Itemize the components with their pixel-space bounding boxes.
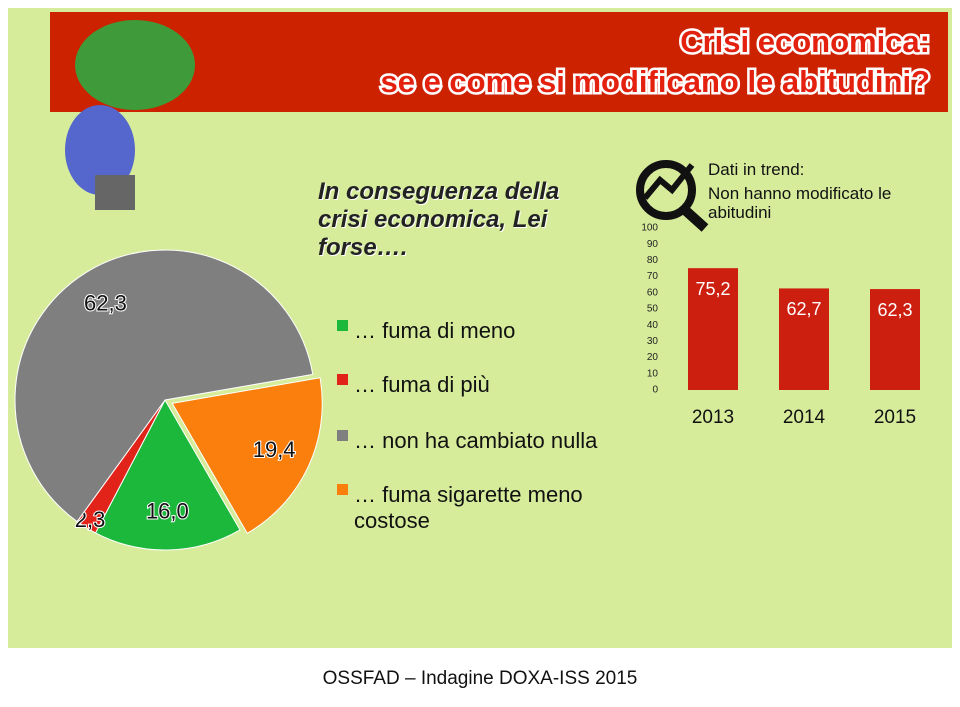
y-tick-label: 70 <box>647 271 659 282</box>
y-tick-label: 10 <box>647 368 659 379</box>
legend-marker <box>337 374 348 385</box>
bar <box>779 288 829 390</box>
slide-title: Crisi economica: <box>680 24 930 59</box>
x-tick-label: 2015 <box>874 407 916 428</box>
y-tick-label: 50 <box>647 304 659 315</box>
legend-marker <box>337 430 348 441</box>
slice-label: 62,3 <box>84 290 127 315</box>
y-tick-label: 40 <box>647 320 659 331</box>
bar <box>870 289 920 390</box>
legend-label: … fuma sigarette meno costose <box>354 482 583 533</box>
header-band <box>50 12 948 112</box>
footer-source: OSSFAD – Indagine DOXA-ISS 2015 <box>322 668 638 689</box>
y-tick-label: 0 <box>652 385 658 396</box>
debt-illustration <box>65 20 195 210</box>
bar-value-label: 62,7 <box>786 299 821 319</box>
legend-label: … non ha cambiato nulla <box>354 428 598 453</box>
x-tick-label: 2014 <box>783 407 826 428</box>
y-tick-label: 60 <box>647 287 659 298</box>
y-tick-label: 90 <box>647 239 659 250</box>
bar-title: Dati in trend: <box>708 160 805 179</box>
slice-label: 16,0 <box>146 498 189 523</box>
bar-value-label: 62,3 <box>877 300 912 320</box>
legend-label: … fuma di meno <box>354 318 516 343</box>
slide-title: se e come si modificano le abitudini? <box>380 64 930 99</box>
bar-value-label: 75,2 <box>695 279 730 299</box>
legend-marker <box>337 320 348 331</box>
y-tick-label: 20 <box>647 352 659 363</box>
slice-label: 19,4 <box>253 437 296 462</box>
legend-marker <box>337 484 348 495</box>
y-tick-label: 30 <box>647 336 659 347</box>
y-tick-label: 80 <box>647 255 659 266</box>
pie-slice <box>14 249 314 523</box>
trend-icon <box>636 160 709 232</box>
pie-slice <box>171 377 323 534</box>
pie-title: In conseguenza della crisi economica, Le… <box>318 178 560 261</box>
x-tick-label: 2013 <box>692 407 734 428</box>
pie-slice <box>94 398 241 551</box>
bar-subtitle: Non hanno modificato le abitudini <box>708 184 892 222</box>
bar <box>688 268 738 390</box>
y-tick-label: 100 <box>641 223 658 234</box>
legend-label: … fuma di più <box>354 372 490 397</box>
